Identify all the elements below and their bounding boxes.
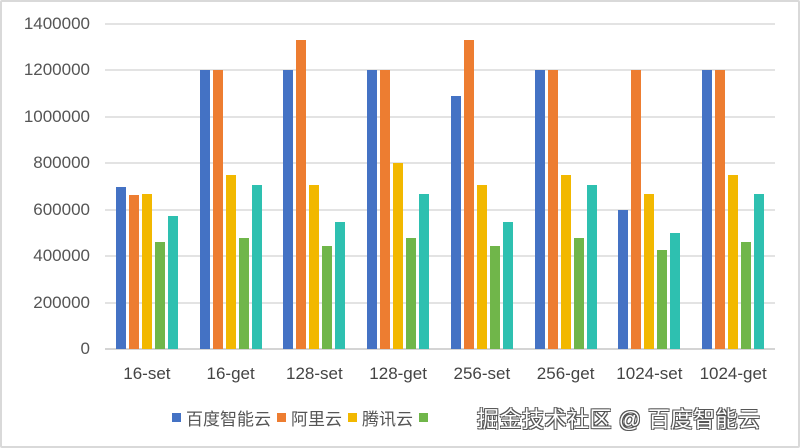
y-tick-label: 400000	[33, 246, 90, 266]
bar-128-set-series-0	[283, 70, 294, 349]
gridline	[105, 162, 775, 165]
legend-swatch-icon	[419, 413, 428, 422]
bar-128-get-series-4	[419, 194, 430, 349]
bar-128-set-series-2	[309, 184, 320, 349]
legend-swatch-icon	[348, 413, 357, 422]
x-tick-label: 1024-get	[699, 364, 767, 383]
gridline	[105, 255, 775, 258]
bar-1024-get-series-0	[702, 70, 713, 349]
legend: 百度智能云 阿里云 腾讯云	[172, 405, 439, 430]
gridline	[105, 115, 775, 118]
legend-swatch-icon	[172, 413, 181, 422]
x-axis-line	[105, 348, 775, 350]
bar-256-set-series-3	[489, 246, 500, 349]
gridline	[105, 208, 775, 211]
bar-1024-set-series-0	[618, 209, 629, 349]
bar-16-get-series-3	[238, 238, 249, 349]
bar-256-get-series-3	[573, 238, 584, 349]
bar-256-get-series-0	[534, 70, 545, 349]
plot-area	[105, 23, 775, 350]
y-tick-label: 600000	[33, 199, 90, 219]
x-tick-label: 16-get	[206, 364, 255, 383]
y-tick-label: 200000	[33, 292, 90, 312]
gridline	[105, 301, 775, 304]
bar-128-get-series-0	[367, 70, 378, 349]
bar-128-set-series-4	[335, 221, 346, 349]
y-tick-label: 1200000	[23, 60, 90, 80]
bar-256-set-series-4	[502, 221, 513, 349]
bar-1024-set-series-4	[670, 232, 681, 349]
bar-16-set-series-3	[154, 242, 165, 349]
x-tick-label: 128-set	[286, 364, 343, 383]
y-tick-label: 800000	[33, 153, 90, 173]
x-tick-label: 1024-set	[616, 364, 683, 383]
legend-label: 腾讯云	[362, 410, 413, 429]
bar-256-set-series-0	[450, 95, 461, 349]
legend-swatch-icon	[277, 413, 286, 422]
gridline	[105, 23, 775, 25]
bar-16-set-series-1	[128, 195, 139, 349]
bar-1024-get-series-2	[728, 174, 739, 349]
x-tick-label: 16-set	[123, 364, 171, 383]
bar-256-get-series-1	[547, 70, 558, 349]
bar-16-set-series-4	[167, 215, 178, 349]
bar-256-set-series-1	[463, 40, 474, 349]
bar-1024-get-series-3	[741, 242, 752, 349]
bar-1024-set-series-1	[631, 70, 642, 349]
x-tick-label: 256-get	[536, 364, 595, 383]
x-tick-label: 128-get	[369, 364, 427, 383]
bar-16-set-series-2	[141, 194, 152, 349]
legend-item: 阿里云	[277, 405, 342, 430]
legend-label: 百度智能云	[186, 410, 271, 429]
legend-item: 腾讯云	[348, 405, 413, 430]
bar-1024-set-series-3	[657, 249, 668, 349]
y-tick-label: 1000000	[23, 106, 90, 126]
bar-1024-get-series-1	[715, 70, 726, 349]
gridline	[105, 69, 775, 72]
bar-128-set-series-3	[322, 246, 333, 349]
y-tick-label: 1400000	[23, 14, 90, 33]
y-tick-label: 0	[80, 339, 90, 358]
bar-128-get-series-2	[393, 163, 404, 349]
bar-256-get-series-4	[586, 184, 597, 349]
bar-128-get-series-1	[380, 70, 391, 349]
bar-1024-set-series-2	[644, 194, 655, 349]
bar-16-get-series-4	[251, 184, 262, 349]
x-tick-label: 256-set	[453, 364, 511, 383]
bar-128-set-series-1	[296, 40, 307, 349]
bar-16-set-series-0	[115, 186, 126, 349]
bar-16-get-series-2	[225, 174, 236, 349]
bar-256-set-series-2	[476, 184, 487, 349]
bar-16-get-series-1	[212, 70, 223, 349]
watermark: 掘金技术社区 @ 百度智能云	[477, 407, 761, 432]
legend-label: 阿里云	[291, 410, 342, 429]
legend-item: 百度智能云	[172, 405, 271, 430]
bar-1024-get-series-4	[754, 194, 765, 349]
bar-128-get-series-3	[406, 238, 417, 349]
bar-256-get-series-2	[560, 174, 571, 349]
bar-16-get-series-0	[199, 70, 210, 349]
legend-item	[419, 413, 433, 422]
